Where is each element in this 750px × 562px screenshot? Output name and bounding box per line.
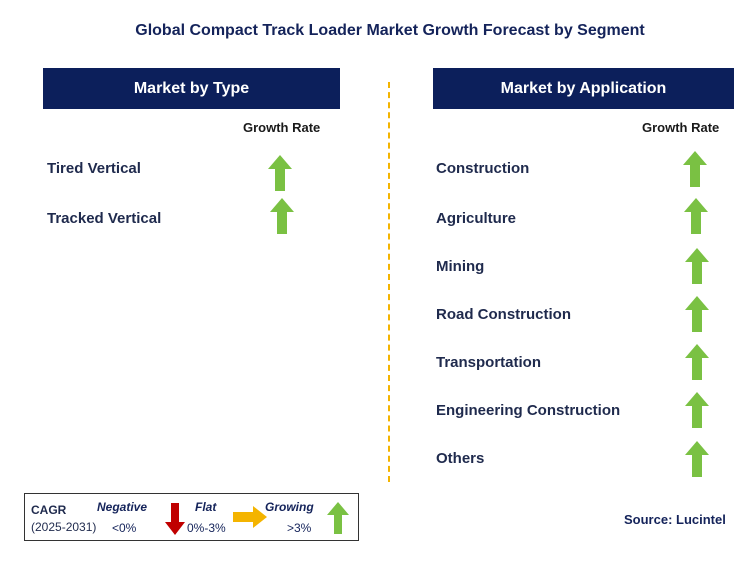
growing-arrow-icon	[685, 248, 709, 284]
application-item-label: Transportation	[436, 354, 542, 371]
legend-growing-label: Growing	[265, 500, 314, 514]
growing-arrow-icon	[685, 441, 709, 477]
red-down-arrow-icon	[165, 503, 185, 535]
source-label: Source: Lucintel	[624, 512, 726, 527]
type-growth-rate-label: Growth Rate	[243, 120, 321, 135]
legend-period: (2025-2031)	[31, 520, 97, 534]
market-by-application-header: Market by Application	[433, 68, 734, 109]
growing-arrow-icon	[268, 155, 292, 191]
panel-divider	[388, 82, 390, 482]
application-item-label: Others	[436, 450, 485, 467]
yellow-right-arrow-icon	[233, 506, 267, 528]
legend-cagr-label: CAGR	[31, 503, 67, 517]
growing-arrow-icon	[683, 151, 707, 187]
legend-negative-range: <0%	[112, 521, 137, 535]
growing-arrow-icon	[685, 344, 709, 380]
cagr-legend: CAGR (2025-2031) Negative <0% Flat 0%-3%…	[24, 493, 359, 541]
market-by-type-header: Market by Type	[43, 68, 340, 109]
application-item-label: Agriculture	[436, 210, 517, 227]
legend-growing-range: >3%	[287, 521, 312, 535]
application-item-label: Engineering Construction	[436, 402, 621, 419]
page-title: Global Compact Track Loader Market Growt…	[135, 22, 645, 39]
growing-arrow-icon	[685, 392, 709, 428]
growing-arrow-icon	[684, 198, 708, 234]
application-item-label: Mining	[436, 258, 485, 275]
green-up-arrow-icon	[327, 502, 349, 534]
type-item-label: Tracked Vertical	[47, 210, 162, 227]
legend-flat-range: 0%-3%	[187, 521, 226, 535]
legend-flat-label: Flat	[195, 500, 217, 514]
type-item-label: Tired Vertical	[47, 160, 141, 177]
application-item-label: Construction	[436, 160, 530, 177]
application-item-label: Road Construction	[436, 306, 571, 323]
application-growth-rate-label: Growth Rate	[642, 120, 720, 135]
legend-negative-label: Negative	[97, 500, 148, 514]
growing-arrow-icon	[685, 296, 709, 332]
growing-arrow-icon	[270, 198, 294, 234]
